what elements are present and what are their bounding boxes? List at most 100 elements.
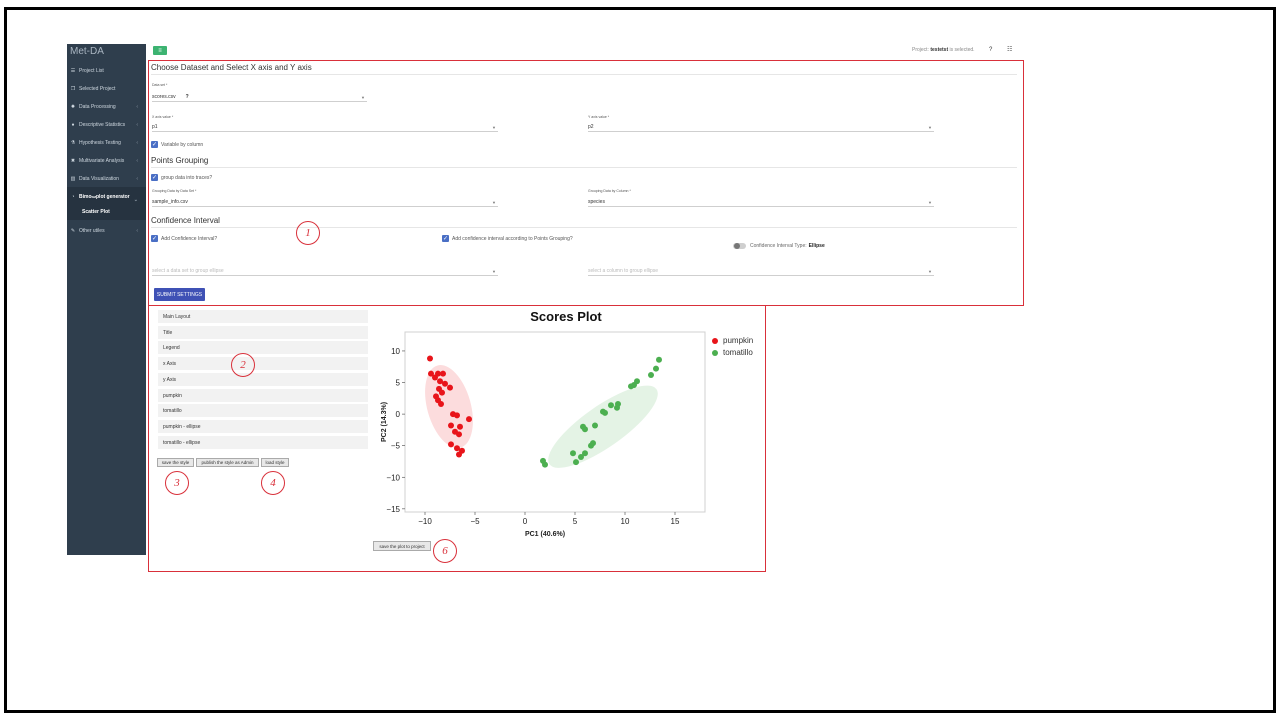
style-item-tomatillo[interactable]: tomatillo [158, 404, 368, 418]
group-dataset-select[interactable]: sample_info.csv ▼ [152, 198, 498, 207]
x-tick-label: 5 [573, 517, 578, 526]
y-tick-label: −15 [386, 505, 400, 514]
help-icon[interactable]: ? [989, 47, 993, 53]
sidebar-item-descriptive-statistics[interactable]: ● Descriptive Statistics ‹ [70, 120, 144, 130]
project-status: Project: testetst is selected. [912, 47, 975, 53]
sidebar-item-sup: SM [91, 195, 97, 199]
menu-toggle-button[interactable]: ≡ [153, 46, 167, 55]
y-axis-select[interactable]: p2 ▼ [588, 123, 934, 132]
group-column-select[interactable]: species ▼ [588, 198, 934, 207]
sidebar-item-label: Data Visualization [79, 176, 119, 182]
flask-icon: ⚗ [70, 140, 76, 146]
callout-2: 2 [231, 353, 255, 377]
x-axis-select[interactable]: p1 ▼ [152, 123, 498, 132]
list-icon: ☰ [70, 68, 76, 74]
x-tick-label: −5 [470, 517, 480, 526]
dataset-label: Data set * [152, 83, 168, 87]
load-style-button[interactable]: load style [261, 458, 289, 467]
legend-label: pumpkin [723, 336, 754, 345]
ellipse-dataset-placeholder: select a data set to group ellipse [152, 268, 224, 274]
style-item-legend[interactable]: Legend [158, 341, 368, 355]
hamburger-icon: ≡ [158, 47, 162, 54]
style-item-title[interactable]: Title [158, 326, 368, 340]
point-tomatillo [656, 356, 662, 363]
point-tomatillo [653, 365, 659, 372]
legend-item-pumpkin[interactable]: pumpkin [712, 336, 753, 345]
add-ci-checkbox[interactable]: ✓ Add Confidence Interval? [151, 235, 217, 242]
x-axis-value: p1 [152, 124, 158, 130]
bar-chart-icon: ▥ [70, 176, 76, 182]
point-pumpkin [457, 423, 463, 430]
y-tick-label: 0 [396, 410, 401, 419]
sidebar-item-other-utiles[interactable]: ✎ Other utiles ‹ [70, 226, 144, 236]
sidebar-item-label-tail: plot generator [96, 194, 130, 200]
sidebar-item-hypothesis-testing[interactable]: ⚗ Hypothesis Testing ‹ [70, 138, 144, 148]
chart-legend[interactable]: pumpkin tomatillo [712, 336, 753, 360]
point-pumpkin [435, 370, 441, 377]
settings-panel [148, 60, 1024, 306]
variable-by-column-checkbox[interactable]: ✓ Variable by column [151, 141, 203, 148]
chevron-left-icon: ‹ [136, 122, 138, 128]
cubes-icon: ✖ [70, 158, 76, 164]
ellipse-column-select[interactable]: select a column to group ellipse ▼ [588, 267, 934, 276]
style-item-pumpkin[interactable]: pumpkin [158, 389, 368, 403]
ellipse-dataset-select[interactable]: select a data set to group ellipse ▼ [152, 267, 498, 276]
variable-by-column-label: Variable by column [161, 141, 204, 148]
sidebar-subitem-scatter-plot[interactable]: Scatter Plot [82, 209, 110, 215]
callout-4: 4 [261, 471, 285, 495]
x-tick-label: 15 [671, 517, 680, 526]
sidebar-item-data-visualization[interactable]: ▥ Data Visualization ‹ [70, 174, 144, 184]
publish-style-button[interactable]: publish the style as Admin [196, 458, 259, 467]
project-name: testetst [930, 47, 949, 53]
sidebar-item-label: Bimo [79, 194, 92, 200]
style-item-main-layout[interactable]: Main Layout [158, 310, 368, 324]
chevron-down-icon: ▼ [361, 94, 365, 100]
question-icon[interactable]: ? [185, 94, 189, 100]
chevron-left-icon: ‹ [136, 104, 138, 110]
legend-item-tomatillo[interactable]: tomatillo [712, 348, 753, 357]
sidebar-item-project-list[interactable]: ☰ Project List [70, 66, 144, 76]
ci-type-value: Ellipse [808, 243, 825, 249]
chevron-left-icon: ‹ [136, 140, 138, 146]
sidebar-item-selected-project[interactable]: ❐ Selected Project [70, 84, 144, 94]
group-column-label: Grouping Data by Column * [588, 189, 631, 193]
point-tomatillo [570, 450, 576, 457]
point-pumpkin [447, 384, 453, 391]
add-ci-group-checkbox[interactable]: ✓ Add confidence interval according to P… [442, 235, 573, 242]
callout-3: 3 [165, 471, 189, 495]
dataset-select[interactable]: scores.csv? ▼ [152, 93, 367, 102]
point-tomatillo [582, 450, 588, 457]
style-item-x-axis[interactable]: x Axis [158, 357, 368, 371]
y-tick-label: −5 [391, 442, 401, 451]
point-tomatillo [634, 378, 640, 385]
point-pumpkin [427, 355, 433, 362]
toggle-switch[interactable] [733, 243, 746, 249]
sidebar-item-multivariate-analysis[interactable]: ✖ Multivariate Analysis ‹ [70, 156, 144, 166]
group-column-value: species [588, 199, 605, 205]
sidebar-item-label: Selected Project [79, 86, 116, 92]
point-pumpkin [437, 378, 443, 385]
chevron-left-icon: ‹ [136, 158, 138, 164]
callout-1: 1 [296, 221, 320, 245]
grid-icon[interactable]: ☷ [1007, 47, 1013, 53]
x-tick-label: 0 [523, 517, 528, 526]
palette-icon: ● [71, 122, 75, 128]
style-item-tomatillo-ellipse[interactable]: tomatillo - ellipse [158, 436, 368, 450]
y-axis-value: p2 [588, 124, 594, 130]
style-item-y-axis[interactable]: y Axis [158, 373, 368, 387]
point-pumpkin [448, 422, 454, 429]
x-axis-label: PC1 (40.6%) [525, 531, 565, 538]
save-style-button[interactable]: save the style [157, 458, 194, 467]
sidebar-item-data-processing[interactable]: ✹ Data Processing ‹ [70, 102, 144, 112]
project-suffix: is selected. [949, 47, 975, 53]
submit-settings-button[interactable]: SUBMIT SETTINGS [154, 288, 205, 301]
style-item-pumpkin-ellipse[interactable]: pumpkin - ellipse [158, 420, 368, 434]
point-pumpkin [442, 380, 448, 387]
group-traces-checkbox[interactable]: ✓ group data into traces? [151, 174, 212, 181]
add-ci-group-label: Add confidence interval according to Poi… [452, 235, 573, 242]
ci-type-toggle[interactable]: Confidence Interval Type: Ellipse [733, 243, 825, 249]
save-plot-button[interactable]: save the plot to project [373, 541, 431, 551]
check-icon: ✓ [442, 235, 449, 242]
sidebar-active-group [67, 187, 146, 220]
sidebar-item-bimo-plot-generator[interactable]: ◔ Bimo SM plot generator ⌄ [70, 192, 144, 203]
